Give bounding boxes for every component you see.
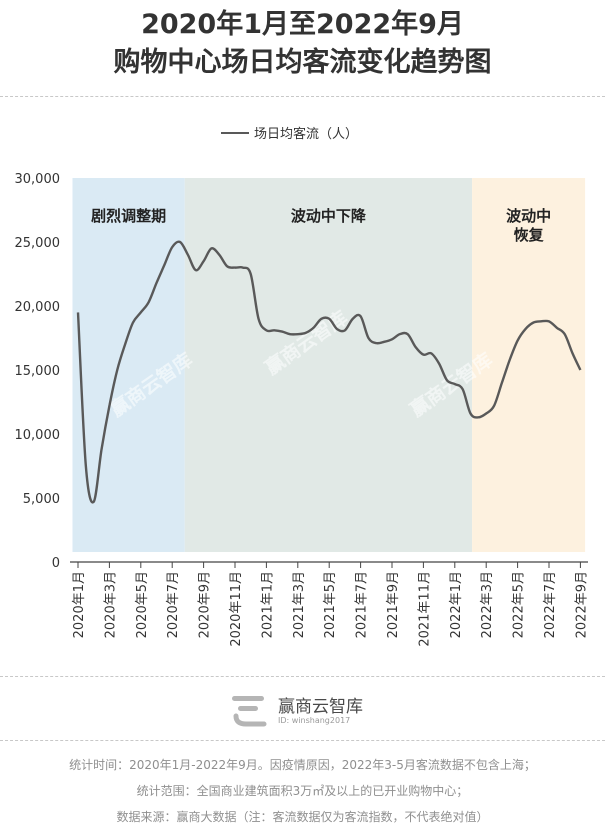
footnotes: 统计时间：2020年1月-2022年9月。因疫情原因，2022年3-5月客流数据… xyxy=(0,752,605,830)
x-tick-label: 2022年1月 xyxy=(449,571,464,638)
x-tick-label: 2022年9月 xyxy=(574,571,589,638)
phase-band-2 xyxy=(184,178,473,552)
brand-name: 赢商云智库 xyxy=(278,697,363,717)
phase-label-3: 恢复 xyxy=(514,226,545,244)
y-tick-label: 10,000 xyxy=(15,428,61,443)
legend-label: 场日均客流（人） xyxy=(254,126,358,142)
divider-middle xyxy=(0,676,605,677)
note-scope: 统计范围：全国商业建筑面积3万㎡及以上的已开业购物中心； xyxy=(136,784,469,798)
x-tick-label: 2021年3月 xyxy=(292,571,307,638)
x-tick-label: 2021年11月 xyxy=(417,571,432,647)
brand-id: ID: winshang2017 xyxy=(278,716,351,725)
x-tick-label: 2021年1月 xyxy=(260,571,275,638)
y-tick-label: 0 xyxy=(52,556,60,571)
x-tick-label: 2020年5月 xyxy=(135,571,150,638)
divider-bottom xyxy=(0,740,605,741)
y-tick-label: 5,000 xyxy=(23,492,60,507)
x-tick-label: 2020年9月 xyxy=(198,571,213,638)
phase-label-3: 波动中 xyxy=(506,207,551,225)
x-tick-label: 2021年9月 xyxy=(386,571,401,638)
note-source: 数据来源：赢商大数据（注：客流数据仅为客流指数，不代表绝对值） xyxy=(116,810,489,824)
y-tick-label: 20,000 xyxy=(15,300,61,315)
x-tick-label: 2022年5月 xyxy=(512,571,527,638)
x-tick-label: 2020年7月 xyxy=(166,571,181,638)
phase-label-1: 剧烈调整期 xyxy=(91,207,166,225)
chart-title: 2020年1月至2022年9月 购物中心场日均客流变化趋势图 xyxy=(0,6,605,82)
brand-logo: 赢商云智库 ID: winshang2017 xyxy=(230,690,400,730)
x-tick-label: 2020年1月 xyxy=(72,571,87,638)
x-tick-label: 2022年3月 xyxy=(480,571,495,638)
x-tick-label: 2020年11月 xyxy=(229,571,244,647)
divider-top xyxy=(0,96,605,97)
y-tick-label: 15,000 xyxy=(15,364,61,379)
x-tick-label: 2021年7月 xyxy=(355,571,370,638)
x-tick-label: 2021年5月 xyxy=(323,571,338,638)
phase-band-1 xyxy=(72,178,185,552)
x-tick-label: 2020年3月 xyxy=(103,571,118,638)
phase-label-2: 波动中下降 xyxy=(291,207,367,225)
phase-band-3 xyxy=(472,178,586,552)
line-chart: 剧烈调整期 波动中下降 波动中恢复赢商云智库赢商云智库赢商云智库场日均客流（人）05… xyxy=(15,126,590,647)
x-tick-label: 2022年7月 xyxy=(543,571,558,638)
series-line xyxy=(76,240,582,504)
title-line-2: 购物中心场日均客流变化趋势图 xyxy=(113,47,492,78)
y-tick-label: 30,000 xyxy=(15,172,61,187)
note-time: 统计时间：2020年1月-2022年9月。因疫情原因，2022年3-5月客流数据… xyxy=(69,758,536,772)
title-line-1: 2020年1月至2022年9月 xyxy=(141,9,464,40)
y-tick-label: 25,000 xyxy=(15,236,61,251)
brand-icon xyxy=(232,696,267,727)
